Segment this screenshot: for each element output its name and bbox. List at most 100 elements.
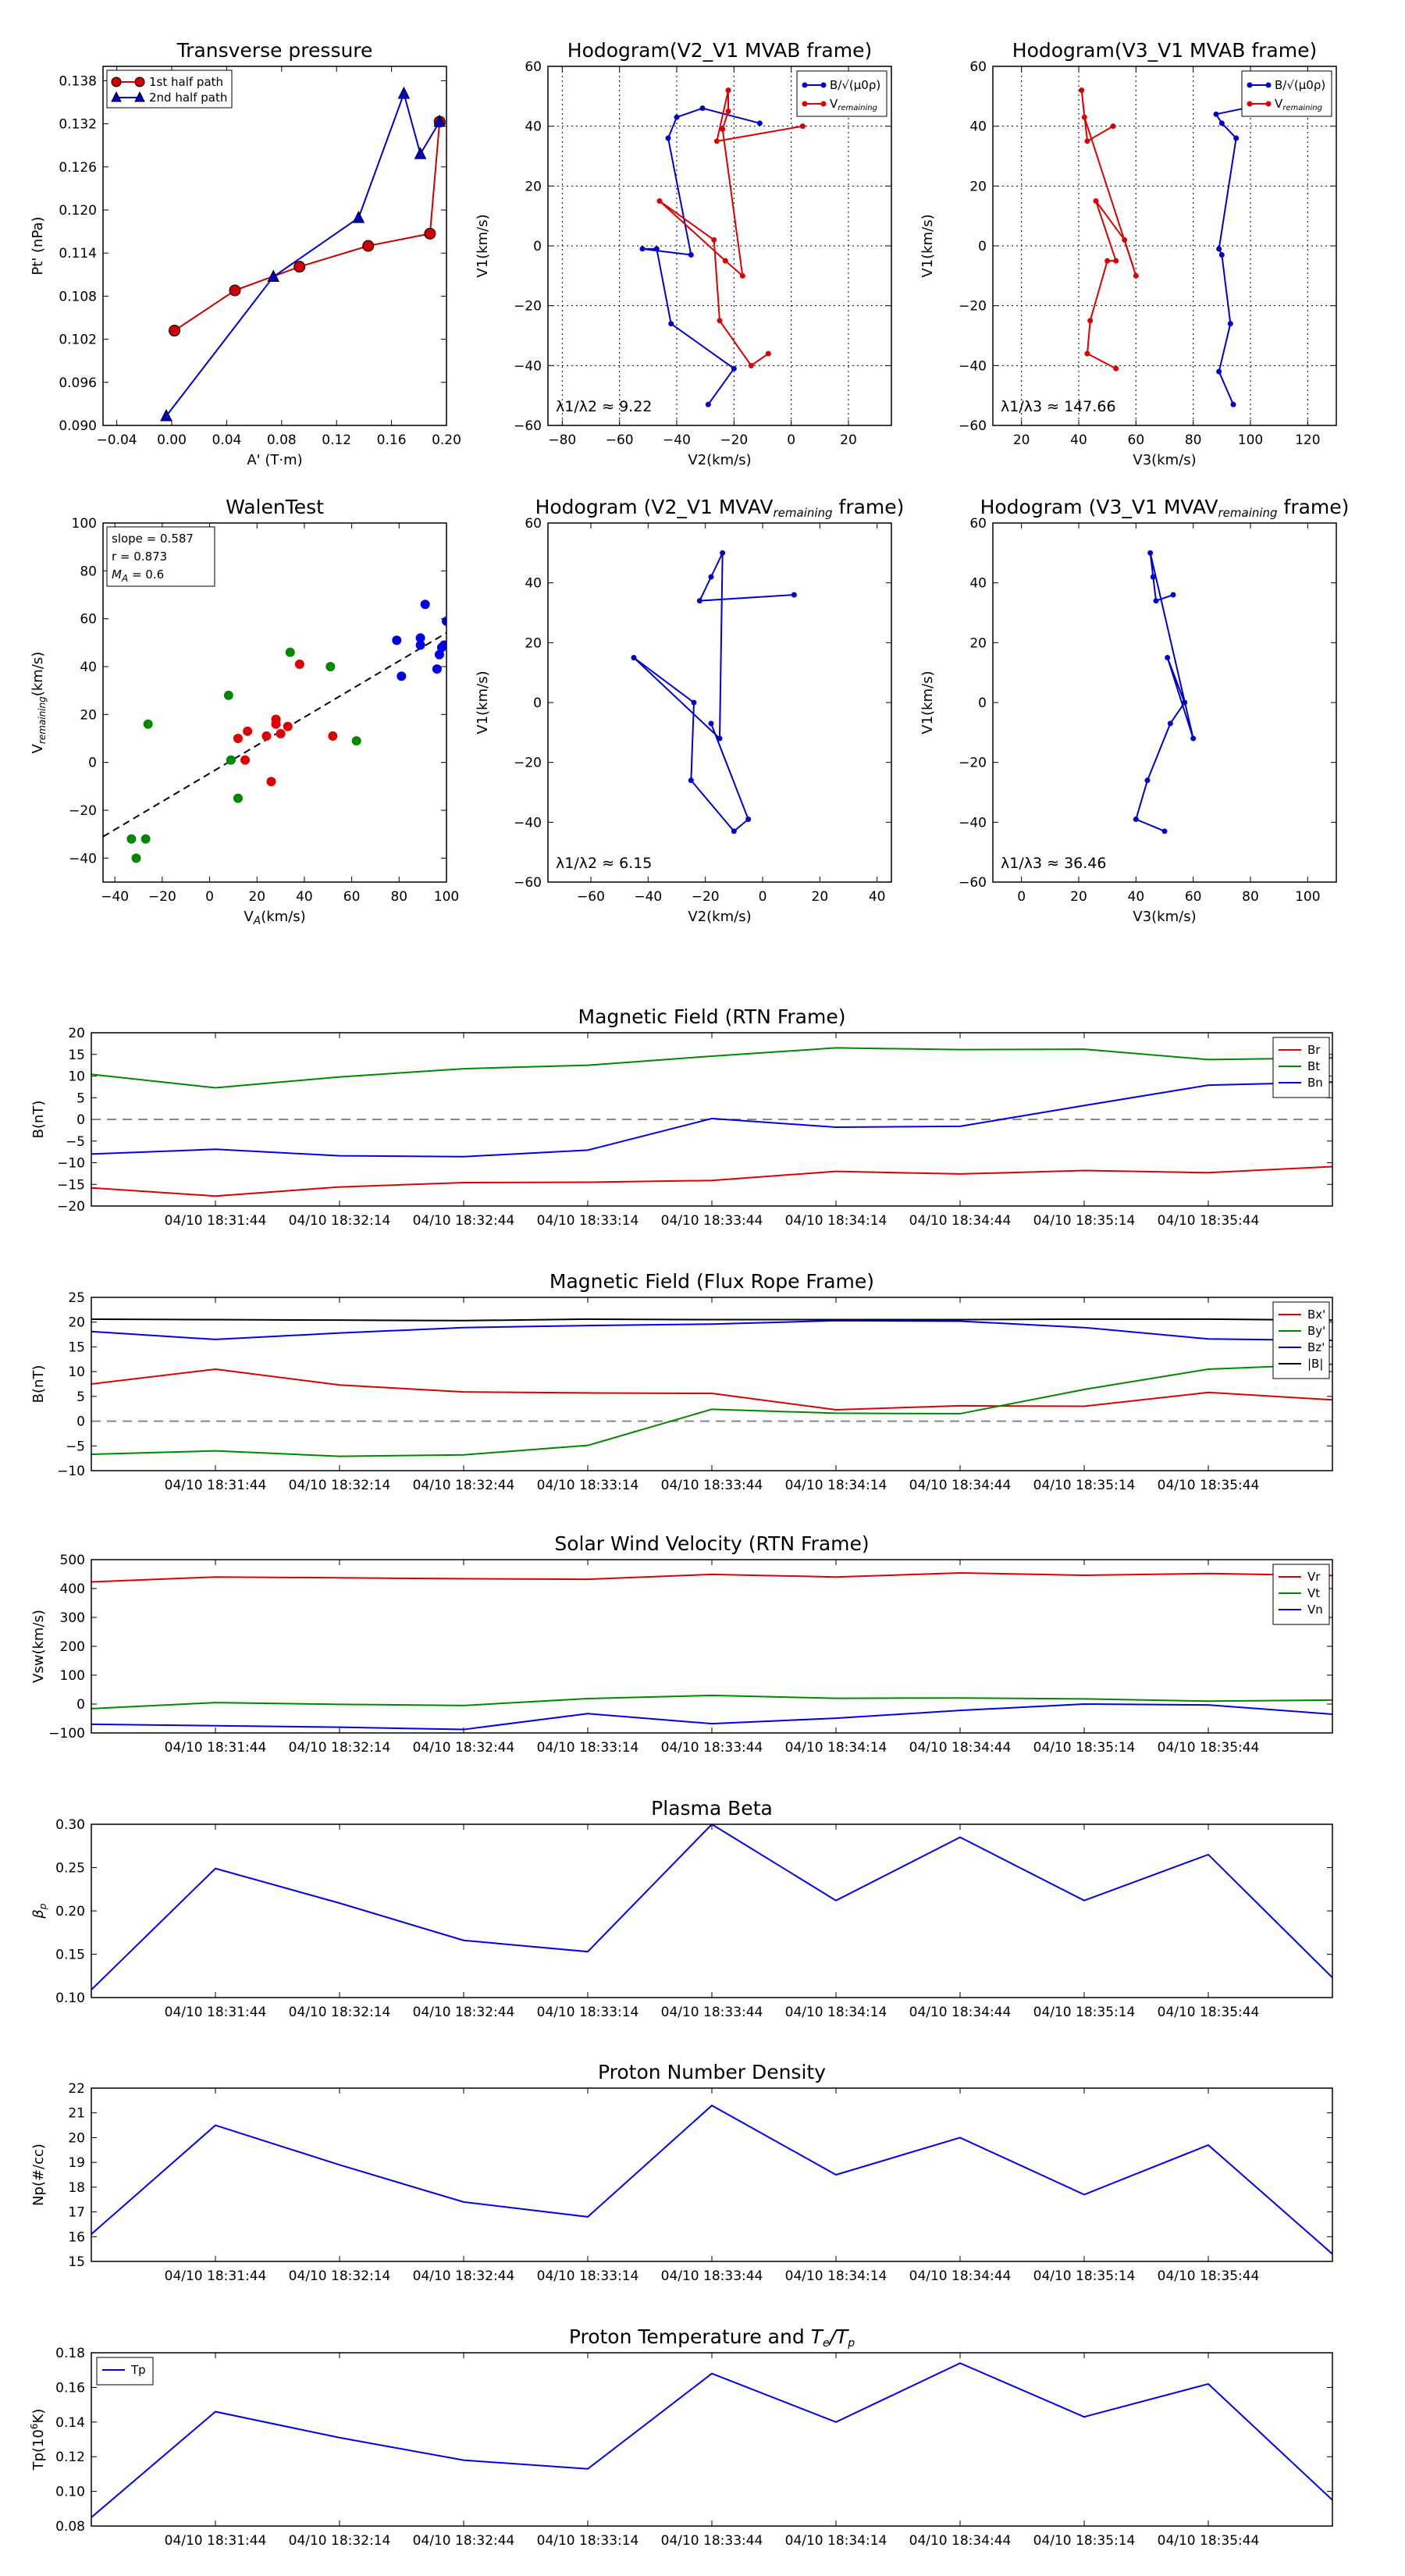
chart-walen: −40 −20 0 20 40 60 80 100 −40 −20 0 20 40 60 80 100 Wale… [30,496,459,927]
chart-title: Magnetic Field (Flux Rope Frame) [550,1270,874,1293]
x-tick-label: 04/10 18:34:44 [909,1478,1012,1493]
x-axis-label: A' (T·m) [247,452,302,468]
x-tick-label: 40 [296,889,313,905]
series-line-Bn [91,1081,1332,1158]
data-point [226,755,236,765]
x-axis-label: V3(km/s) [1133,909,1196,925]
x-tick-label: 04/10 18:34:44 [909,1740,1012,1756]
x-tick-label: 04/10 18:32:14 [289,1213,391,1229]
x-tick-label: 04/10 18:32:44 [413,2533,515,2549]
plot-frame [992,522,1337,883]
x-tick-label: 0 [787,432,795,448]
data-point [691,699,697,706]
data-point [1170,592,1176,598]
y-tick-label: 20 [969,179,987,194]
legend-marker [802,82,808,88]
data-point [668,321,674,327]
y-tick-label: 0.15 [55,1948,85,1963]
data-point [688,777,694,784]
y-tick-label: 40 [80,660,97,675]
y-tick-label: 0.108 [59,289,97,304]
plot-frame [91,2352,1333,2527]
x-tick-label: 04/10 18:35:44 [1158,1478,1260,1493]
y-tick-label: 0.114 [59,246,97,262]
data-point [293,261,306,273]
chart-np: Proton Number Density 15 16 17 18 19 20 21 22 04/… [30,2061,1333,2284]
data-point [294,659,304,669]
x-tick-label: 0.04 [212,432,241,448]
plot-frame [547,66,892,426]
x-tick-label: −40 [634,889,662,905]
data-point [1227,321,1233,327]
y-axis-label: βp [30,1903,48,1920]
data-point [722,258,728,264]
legend-marker [820,101,827,107]
plot-area [91,1824,1332,1991]
y-tick-label: 0.25 [55,1861,85,1877]
y-tick-label: 5 [76,1389,85,1405]
y-tick-label: 80 [80,564,97,579]
legend-box [796,70,887,117]
data-point [261,731,272,741]
y-tick-label: −15 [57,1177,85,1193]
data-point [229,284,241,297]
legend-label: Bt [1307,1059,1320,1073]
y-tick-label: 0.10 [55,2485,85,2500]
plot-frame [547,522,892,883]
data-point [285,647,295,657]
legend-box [106,69,233,109]
y-tick-label: 60 [525,59,542,75]
data-point [1084,138,1090,144]
data-point [266,777,276,787]
y-axis-label: V1(km/s) [919,671,936,734]
data-point [240,755,251,765]
data-point [424,227,436,240]
x-tick-label: 04/10 18:33:44 [661,1478,763,1493]
y-tick-label: 0.090 [59,418,97,434]
x-tick-label: 04/10 18:32:14 [289,2533,391,2549]
x-tick-label: 04/10 18:35:14 [1033,2268,1136,2284]
data-point [1218,120,1225,126]
y-tick-label: 22 [68,2081,85,2097]
series-line-Np [91,2104,1332,2255]
data-point [731,828,737,834]
series-line-Br [91,1165,1332,1197]
data-point [1122,237,1128,243]
y-tick-label: 10 [68,1364,85,1380]
data-point [631,655,637,660]
data-point [1093,198,1099,204]
plot-area [91,1047,1332,1197]
x-tick-label: −20 [720,432,748,448]
x-tick-label: 100 [1295,889,1320,905]
x-tick-label: 04/10 18:34:14 [785,2005,887,2020]
x-tick-label: 80 [1185,432,1202,448]
x-tick-label: 60 [343,889,361,905]
y-axis-label: Vremaining(km/s) [30,652,48,754]
legend-label: By' [1307,1324,1325,1338]
y-tick-label: 0 [76,1697,85,1713]
data-point [717,318,723,324]
series-line-By' [91,1363,1332,1457]
series-line-Vt [91,1694,1332,1710]
y-tick-label: −20 [959,756,987,771]
y-tick-label: 60 [80,612,97,628]
chart-title: Solar Wind Velocity (RTN Frame) [554,1532,869,1555]
x-tick-label: 40 [869,889,886,905]
x-tick-label: 0 [205,889,214,905]
x-tick-label: 04/10 18:33:14 [537,1478,639,1493]
data-point [1133,817,1139,822]
y-tick-label: −5 [66,1134,85,1150]
plot-frame [91,1823,1333,1998]
y-tick-label: 0 [533,239,542,254]
x-tick-label: 100 [434,889,459,905]
y-tick-label: 0.16 [55,2380,85,2396]
data-point [1153,598,1159,604]
y-tick-label: 100 [60,1668,85,1684]
y-tick-label: 15 [68,1340,85,1355]
y-tick-label: 40 [969,119,987,135]
y-tick-label: −40 [959,358,987,374]
legend-marker [1247,82,1253,88]
y-tick-label: 40 [525,119,542,135]
x-tick-label: −60 [606,432,634,448]
y-axis-label: B(nT) [30,1365,47,1404]
